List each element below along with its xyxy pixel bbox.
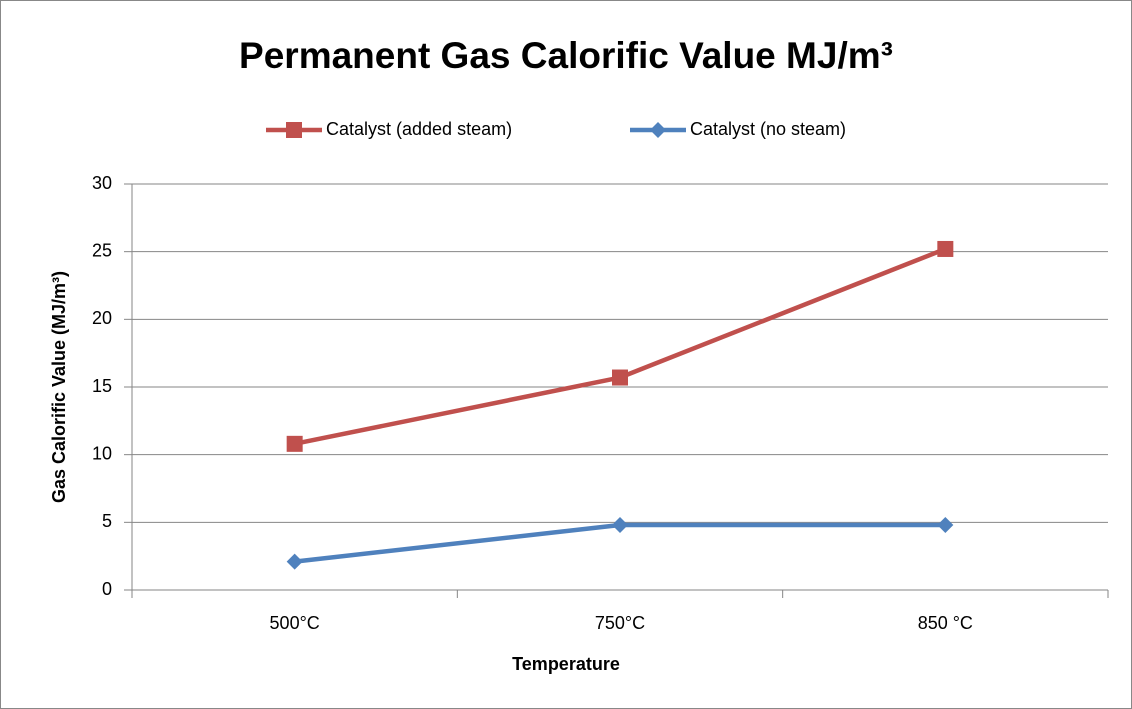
- y-axis-label: Gas Calorific Value (MJ/m³): [49, 271, 69, 503]
- marker: [612, 369, 628, 386]
- y-tick-label: 30: [92, 173, 112, 193]
- marker: [937, 240, 954, 257]
- x-axis-label: Temperature: [512, 654, 620, 674]
- y-tick-label: 10: [92, 443, 112, 463]
- y-tick-label: 15: [92, 376, 112, 396]
- legend-marker: [650, 122, 666, 138]
- legend-label: Catalyst (no steam): [690, 119, 846, 139]
- legend-marker: [286, 122, 302, 138]
- y-tick-label: 0: [102, 579, 112, 599]
- x-tick-label: 850 °C: [918, 613, 973, 633]
- marker: [286, 553, 303, 570]
- marker: [937, 517, 954, 534]
- y-tick-label: 25: [92, 240, 112, 260]
- y-tick-label: 20: [92, 308, 112, 328]
- marker: [286, 435, 303, 452]
- marker: [612, 517, 628, 534]
- x-tick-label: 500°C: [270, 613, 320, 633]
- legend-label: Catalyst (added steam): [326, 119, 512, 139]
- y-tick-label: 5: [102, 511, 112, 531]
- chart-title: Permanent Gas Calorific Value MJ/m³: [239, 35, 893, 76]
- x-tick-label: 750°C: [595, 613, 645, 633]
